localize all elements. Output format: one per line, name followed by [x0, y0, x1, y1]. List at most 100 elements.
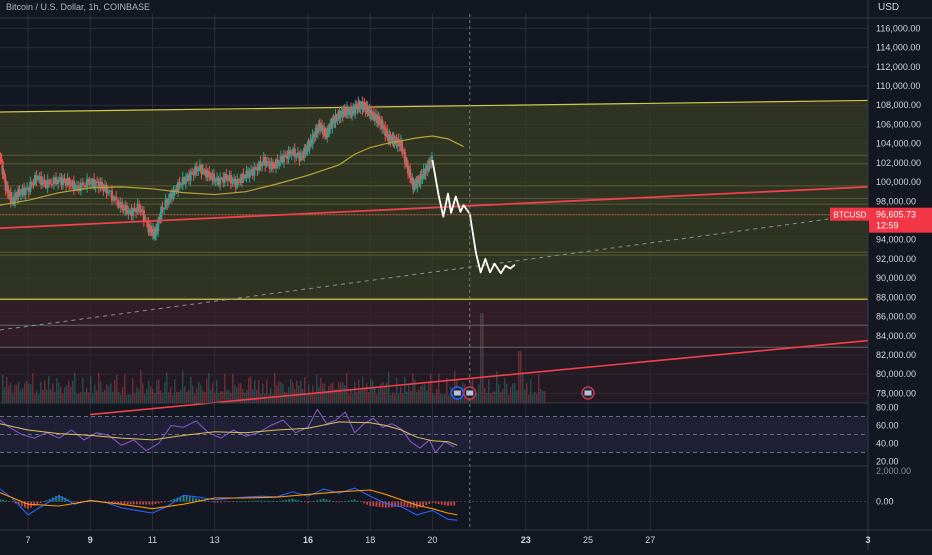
- volume-bar: [88, 392, 90, 403]
- volume-bar: [390, 394, 392, 403]
- volume-bar: [518, 351, 520, 403]
- x-tick-label: 3: [865, 535, 870, 545]
- candle-body: [265, 161, 268, 166]
- volume-bar: [102, 391, 104, 403]
- volume-bar: [350, 389, 352, 403]
- volume-bar: [542, 390, 544, 403]
- candle-body: [21, 187, 24, 194]
- volume-bar: [300, 380, 302, 403]
- macd-hist-bar: [148, 501, 151, 505]
- candle-body: [138, 203, 141, 210]
- volume-bar: [398, 393, 400, 403]
- macd-hist-bar: [104, 501, 107, 503]
- candle-body: [69, 184, 72, 186]
- candle-body: [54, 177, 58, 185]
- candle-body: [421, 176, 424, 179]
- candle-body: [403, 152, 407, 164]
- candle-body: [231, 180, 234, 184]
- price-tag-value: 96,605.73: [876, 210, 916, 220]
- signal-line: [0, 489, 458, 516]
- volume-bar: [100, 381, 102, 403]
- candle-body: [254, 167, 257, 169]
- macd-hist-bar: [275, 501, 278, 503]
- volume-bar: [408, 383, 410, 403]
- candle-body: [222, 177, 225, 183]
- candle-body: [205, 170, 208, 178]
- candle-body: [284, 154, 287, 156]
- macd-hist-bar: [440, 501, 443, 505]
- macd-hist-bar: [294, 499, 297, 502]
- macd-hist-bar: [216, 501, 219, 503]
- volume-bar: [48, 375, 50, 403]
- symbol-tag: [830, 207, 870, 221]
- macd-hist-bar: [328, 500, 331, 502]
- candle-body: [121, 202, 124, 209]
- candle-body: [10, 200, 14, 203]
- candle-body: [141, 210, 144, 213]
- candle-body: [261, 163, 264, 167]
- volume-bar: [420, 386, 422, 403]
- volume-bar: [196, 387, 198, 403]
- symbol-title[interactable]: Bitcoin / U.S. Dollar, 1h, COINBASE: [6, 2, 151, 12]
- candle-body: [233, 178, 236, 181]
- currency-label[interactable]: USD: [878, 2, 900, 13]
- candle-body: [1, 161, 4, 175]
- candle-body: [282, 154, 285, 163]
- macd-hist-bar: [167, 501, 169, 502]
- macd-hist-bar: [73, 501, 76, 503]
- candle-body: [248, 172, 251, 178]
- volume-bar: [334, 389, 336, 403]
- volume-bar: [178, 392, 180, 403]
- volume-bar: [64, 386, 66, 403]
- volume-bar: [278, 381, 280, 403]
- candle-body: [107, 191, 110, 194]
- candle-body: [79, 182, 82, 192]
- candle-body: [29, 182, 32, 192]
- volume-bar: [524, 389, 526, 403]
- volume-bar: [10, 383, 12, 403]
- candle-body: [38, 175, 41, 179]
- volume-bar: [82, 377, 84, 403]
- macd-hist-bar: [363, 501, 365, 504]
- volume-bar: [216, 379, 218, 403]
- macd-hist-bar: [288, 499, 291, 502]
- volume-bar: [376, 394, 378, 403]
- candle-body: [401, 151, 404, 153]
- volume-bar: [222, 391, 224, 403]
- candle-body: [226, 178, 229, 181]
- candle-body: [229, 174, 233, 184]
- macd-hist-bar: [434, 501, 437, 504]
- volume-bar: [232, 373, 234, 403]
- volume-bar: [484, 388, 486, 403]
- x-tick-label: 13: [210, 535, 220, 545]
- macd-hist-bar: [207, 501, 210, 502]
- candle-body: [194, 166, 197, 176]
- candle-body: [110, 190, 114, 201]
- macd-hist-bar: [39, 501, 42, 504]
- macd-hist-bar: [36, 501, 39, 505]
- volume-bar: [220, 390, 222, 403]
- volume-bar: [538, 373, 540, 403]
- candle-body: [136, 203, 139, 213]
- x-tick-label: 23: [521, 535, 531, 545]
- candle-body: [331, 119, 334, 129]
- price-scale-bg: [868, 0, 932, 550]
- candle-body: [417, 179, 420, 181]
- volume-bar: [150, 386, 152, 403]
- volume-bar: [326, 392, 328, 403]
- candle-body: [355, 104, 358, 108]
- volume-bar: [310, 393, 312, 403]
- volume-bar: [34, 393, 36, 403]
- candle-body: [147, 222, 150, 233]
- candle-body: [153, 235, 157, 237]
- volume-bar: [74, 372, 76, 403]
- macd-hist-bar: [403, 501, 406, 507]
- candle-body: [301, 154, 304, 156]
- volume-bar: [380, 383, 382, 403]
- candle-body: [181, 177, 184, 185]
- volume-bar: [478, 384, 480, 403]
- volume-bar: [514, 383, 516, 403]
- macd-hist-bar: [384, 501, 387, 508]
